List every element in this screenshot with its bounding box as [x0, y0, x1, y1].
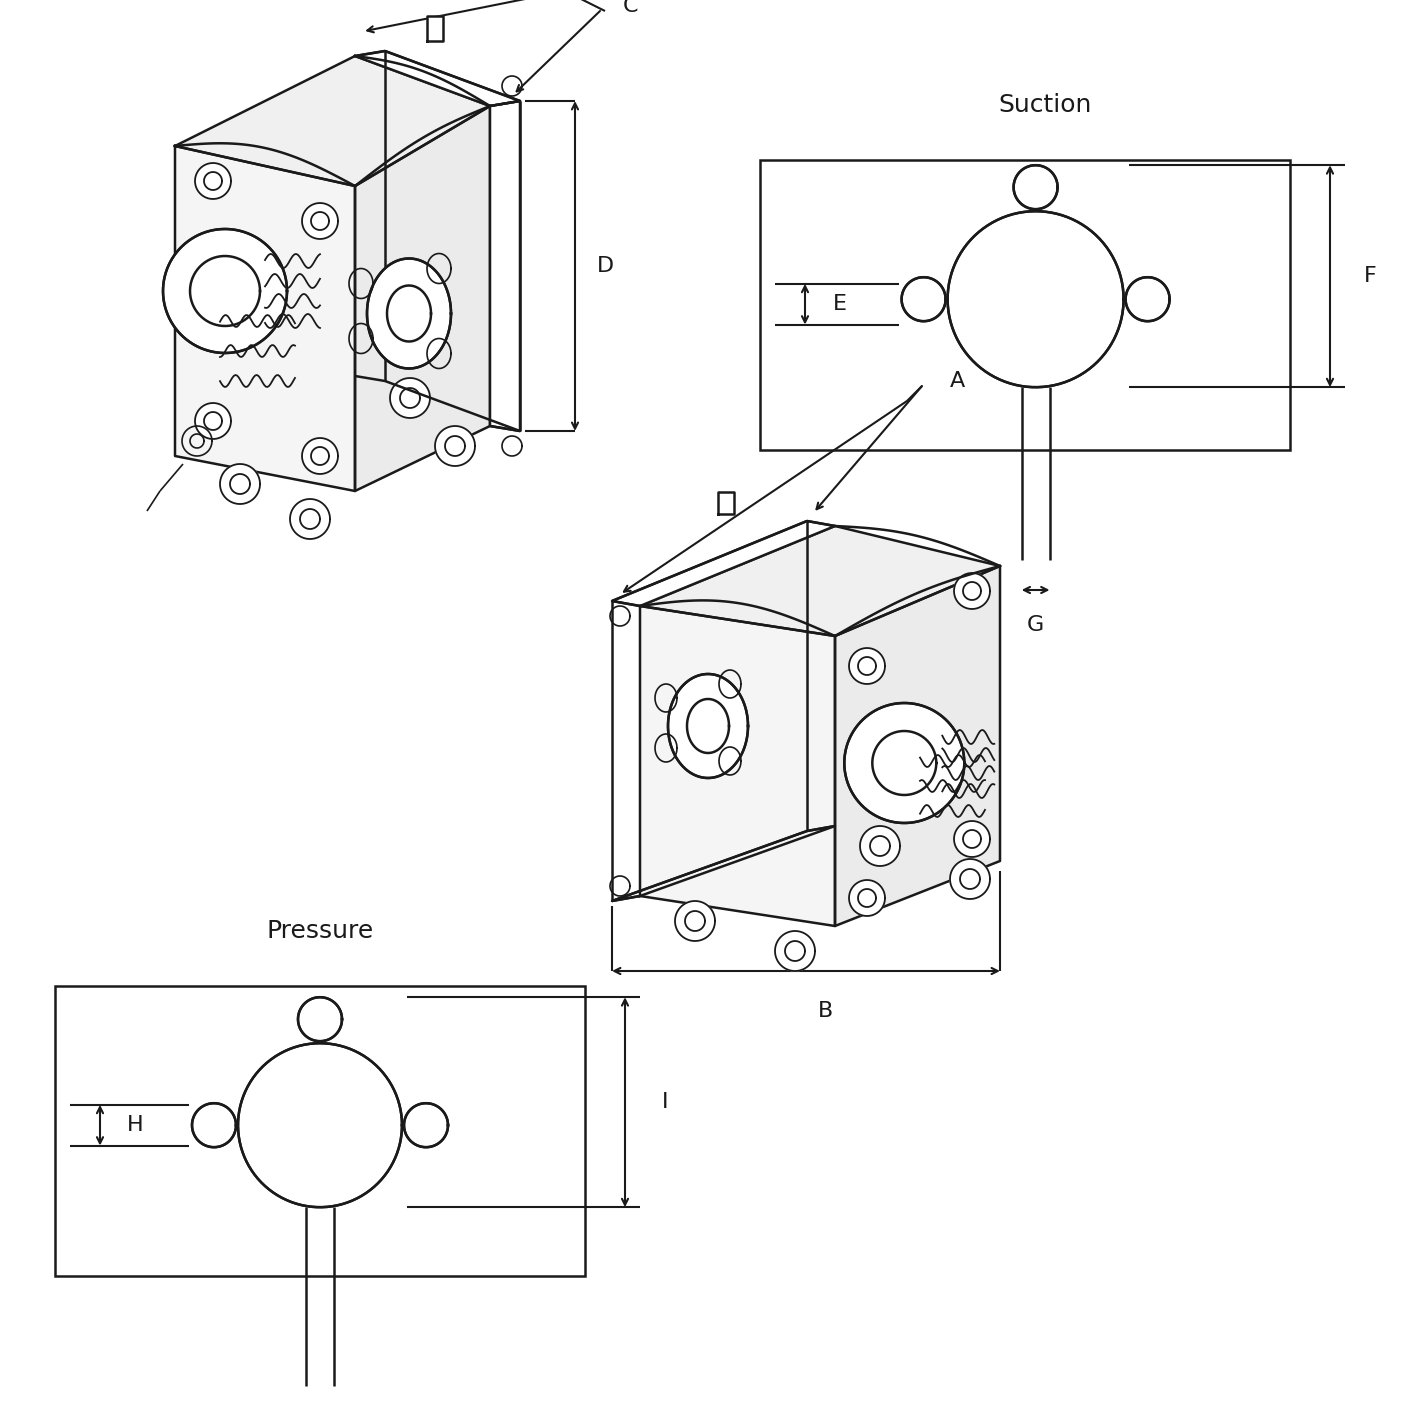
Polygon shape: [849, 880, 884, 915]
Text: D: D: [596, 256, 613, 276]
Text: E: E: [832, 294, 846, 314]
Polygon shape: [955, 574, 990, 609]
Polygon shape: [1014, 165, 1057, 209]
Polygon shape: [298, 997, 342, 1042]
Polygon shape: [849, 648, 884, 683]
Polygon shape: [434, 426, 475, 465]
Polygon shape: [775, 931, 815, 972]
Polygon shape: [163, 229, 287, 353]
Polygon shape: [354, 51, 520, 105]
Polygon shape: [195, 404, 231, 439]
Polygon shape: [901, 277, 946, 321]
Text: A: A: [949, 371, 965, 391]
Bar: [761, 160, 1289, 450]
Polygon shape: [640, 526, 1000, 636]
Bar: [55, 986, 585, 1277]
Text: G: G: [1026, 614, 1045, 636]
Polygon shape: [238, 1043, 402, 1208]
Text: Pressure: Pressure: [266, 920, 374, 943]
Text: F: F: [1364, 266, 1376, 287]
Polygon shape: [491, 101, 520, 432]
Polygon shape: [174, 146, 354, 491]
Polygon shape: [193, 1104, 236, 1147]
Text: Suction: Suction: [998, 93, 1091, 117]
Polygon shape: [955, 821, 990, 858]
Polygon shape: [717, 492, 734, 515]
Polygon shape: [950, 859, 990, 898]
Polygon shape: [860, 825, 900, 866]
Text: B: B: [818, 1001, 834, 1021]
Polygon shape: [675, 901, 716, 941]
Polygon shape: [1126, 277, 1170, 321]
Polygon shape: [195, 163, 231, 200]
Polygon shape: [426, 15, 443, 41]
Polygon shape: [219, 464, 260, 503]
Polygon shape: [367, 259, 451, 368]
Polygon shape: [354, 105, 491, 491]
Polygon shape: [948, 211, 1123, 387]
Polygon shape: [389, 378, 430, 418]
Text: C: C: [623, 0, 638, 15]
Polygon shape: [404, 1104, 449, 1147]
Polygon shape: [640, 606, 835, 927]
Text: H: H: [127, 1115, 143, 1135]
Polygon shape: [290, 499, 330, 538]
Polygon shape: [302, 439, 337, 474]
Text: I: I: [662, 1092, 668, 1112]
Polygon shape: [302, 202, 337, 239]
Polygon shape: [835, 567, 1000, 927]
Polygon shape: [668, 673, 748, 778]
Polygon shape: [612, 522, 835, 606]
Polygon shape: [174, 56, 491, 186]
Polygon shape: [845, 703, 965, 823]
